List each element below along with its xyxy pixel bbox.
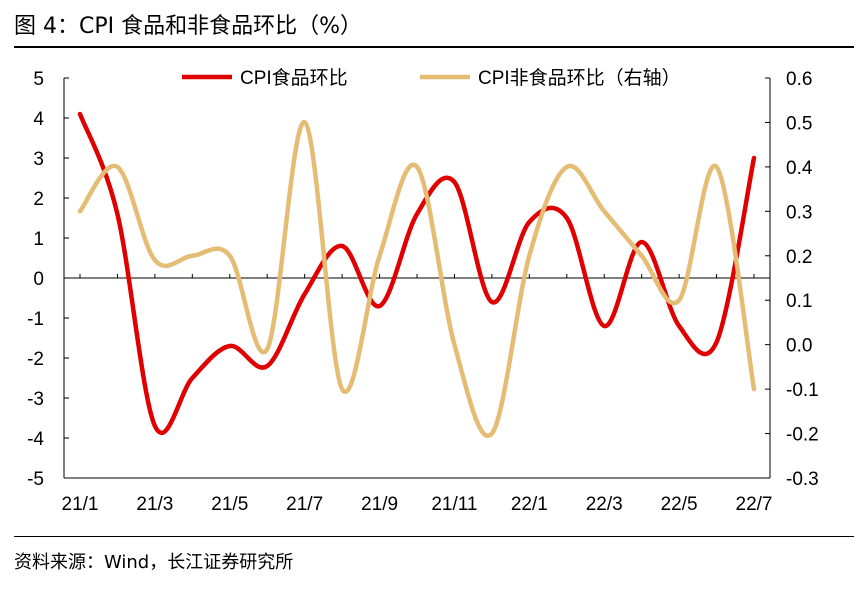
x-tick-label: 21/1 — [62, 494, 99, 515]
left-tick-label: 5 — [33, 69, 44, 90]
legend-group: CPI食品环比 CPI非食品环比（右轴） — [182, 67, 681, 89]
series-line-nonfood — [77, 120, 757, 439]
right-tick-label: 0.0 — [786, 336, 812, 357]
legend-label: CPI非食品环比（右轴） — [478, 67, 681, 89]
source-note: 资料来源：Wind，长江证券研究所 — [14, 552, 294, 573]
legend-label: CPI食品环比 — [240, 67, 348, 89]
right-tick-label: -0.3 — [786, 469, 819, 490]
right-tick-label: 0.6 — [786, 69, 812, 90]
left-tick-label: -4 — [27, 429, 44, 450]
left-tick-label: 3 — [33, 149, 44, 170]
x-tick-label: 21/3 — [136, 494, 173, 515]
axes-group: 5 4 3 2 1 0 -1 -2 -3 -4 -5 0.6 0.5 0.4 0.3 0.2 0.1 0.0 -0.… — [27, 69, 819, 515]
right-tick-label: 0.2 — [786, 247, 812, 268]
figure-title: 图 4：CPI 食品和非食品环比（%） — [14, 14, 363, 39]
left-tick-label: 0 — [33, 269, 44, 290]
right-tick-label: 0.3 — [786, 202, 812, 223]
left-tick-label: -3 — [27, 389, 44, 410]
title-divider — [14, 46, 854, 48]
left-tick-label: -2 — [27, 349, 44, 370]
left-tick-label: -5 — [27, 469, 44, 490]
x-tick-label: 22/3 — [586, 494, 623, 515]
series-group — [77, 111, 757, 439]
x-tick-label: 22/1 — [511, 494, 548, 515]
x-tick-label: 21/11 — [431, 494, 477, 515]
x-tick-label: 21/7 — [286, 494, 323, 515]
left-tick-label: 1 — [33, 229, 44, 250]
right-tick-label: 0.1 — [786, 291, 812, 312]
x-tick-label: 22/5 — [661, 494, 698, 515]
x-tick-label: 21/5 — [211, 494, 248, 515]
series-line-food — [77, 111, 757, 436]
x-tick-label: 22/7 — [736, 494, 773, 515]
source-divider — [14, 536, 854, 537]
right-tick-label: 0.4 — [786, 158, 813, 179]
right-tick-label: 0.5 — [786, 113, 812, 134]
x-tick-label: 21/9 — [361, 494, 398, 515]
left-tick-label: -1 — [27, 309, 44, 330]
left-tick-label: 4 — [33, 109, 44, 130]
right-tick-label: -0.1 — [786, 380, 819, 401]
right-tick-label: -0.2 — [786, 425, 819, 446]
left-tick-label: 2 — [33, 189, 44, 210]
